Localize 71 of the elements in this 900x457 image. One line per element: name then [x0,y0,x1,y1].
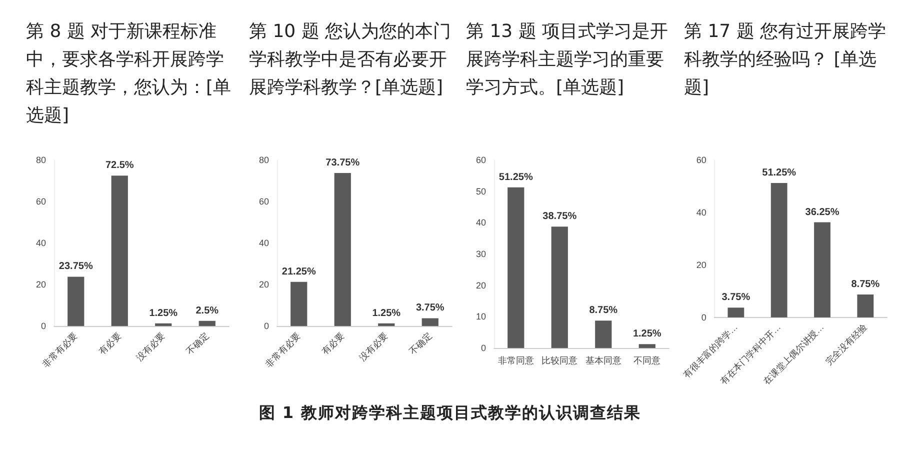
x-tick-label: 没有必要 [134,330,167,363]
y-tick-label: 60 [476,155,486,165]
data-label: 1.25% [632,328,662,340]
y-tick-label: 20 [36,280,46,290]
bar [508,187,524,348]
y-tick-label: 80 [258,155,269,165]
x-tick-label: 非常同意 [498,356,534,366]
y-tick-label: 0 [40,321,46,331]
y-tick-label: 0 [701,312,706,322]
data-label: 3.75% [416,302,444,314]
x-tick-label: 有必要 [320,330,346,357]
y-tick-label: 0 [264,321,269,331]
bar [290,282,308,326]
y-tick-label: 40 [36,238,46,248]
x-tick-label: 非常有必要 [40,330,80,370]
y-tick-label: 60 [696,155,706,165]
caption: 图 1 教师对跨学科主题项目式教学的认识调查结果 [258,403,642,424]
x-tick-label: 完全没有经验 [824,322,869,368]
x-tick-label: 有必要 [97,330,124,357]
bar [155,323,172,326]
y-tick-label: 30 [476,249,486,259]
bar [422,318,438,326]
bar [198,320,216,326]
bar [638,344,656,348]
bar [814,222,830,318]
data-label: 36.25% [805,206,840,218]
bar [551,226,568,348]
x-tick-label: 非常有必要 [264,330,302,370]
data-label: 1.25% [149,308,178,319]
data-label: 3.75% [722,292,750,304]
data-label: 2.5% [196,305,219,316]
x-tick-label: 不确定 [408,330,434,357]
bar [378,323,395,326]
bar [857,294,874,318]
x-tick-label: 基本同意 [585,356,622,366]
chart-title: 第 10 题 您认为您的本门学科教学中是否有必要开展跨学科教学？[单选题] [248,20,452,100]
x-tick-label: 不同意 [634,356,661,366]
bar [68,276,84,326]
data-label: 51.25% [762,167,796,178]
y-tick-label: 40 [258,238,269,248]
bar [111,176,128,326]
chart-title: 第 13 题 项目式学习是开展跨学科主题学习的重要学习方式。[单选题] [465,20,670,100]
data-label: 1.25% [372,308,401,319]
y-tick-label: 60 [258,196,269,206]
x-tick-label: 不确定 [184,330,211,357]
y-tick-label: 10 [476,312,486,322]
y-tick-label: 40 [696,207,706,218]
bar [770,182,788,318]
data-label: 73.75% [326,157,360,168]
y-tick-label: 60 [36,196,46,206]
x-tick-label: 比较同意 [542,356,578,366]
data-label: 8.75% [851,278,880,290]
y-tick-label: 20 [258,280,269,290]
y-tick-label: 20 [476,280,486,290]
chart-title: 第 17 题 您有过开展跨学科教学的经验吗？ [单选题] [683,20,888,100]
bar [595,320,612,348]
y-tick-label: 40 [476,218,486,228]
y-tick-label: 0 [480,343,486,353]
data-label: 38.75% [542,211,577,222]
bar [728,308,744,318]
chart-title: 第 8 题 对于新课程标准中，要求各学科开展跨学科主题教学，您认为：[单选题] [25,20,232,128]
y-tick-label: 20 [696,260,706,270]
data-label: 72.5% [105,160,134,172]
y-tick-label: 50 [476,186,486,196]
y-tick-label: 80 [36,155,46,165]
data-label: 21.25% [282,266,316,278]
bar [334,172,351,326]
data-label: 51.25% [498,172,533,183]
data-label: 8.75% [589,305,618,316]
x-tick-label: 没有必要 [357,330,390,363]
data-label: 23.75% [58,261,93,272]
